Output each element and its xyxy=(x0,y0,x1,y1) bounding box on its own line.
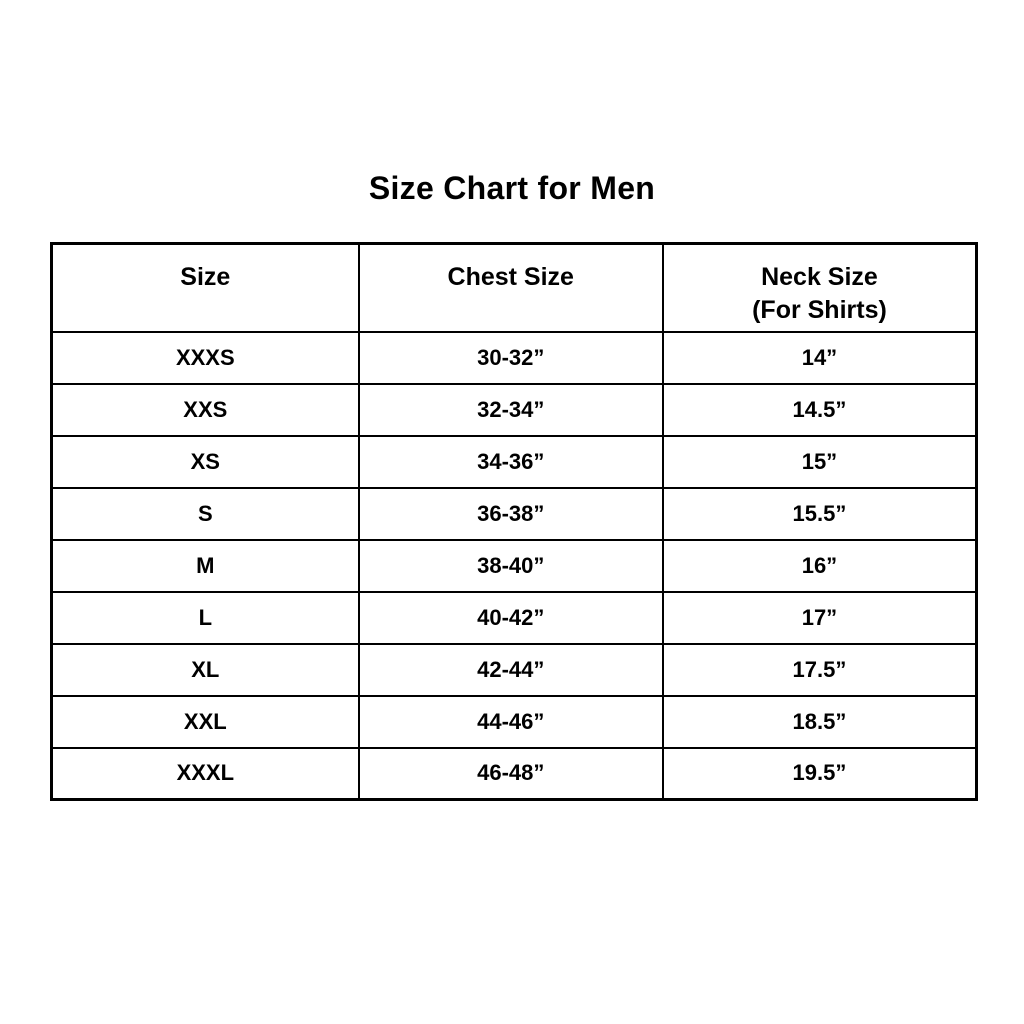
cell-neck-size: 14.5” xyxy=(661,382,978,437)
table-row: XL 42-44” 17.5” xyxy=(50,642,978,697)
table-row: S 36-38” 15.5” xyxy=(50,486,978,541)
cell-size: XXL xyxy=(50,694,360,749)
cell-chest-size: 40-42” xyxy=(357,590,664,645)
table-row: M 38-40” 16” xyxy=(50,538,978,593)
column-header-chest-size: Chest Size xyxy=(357,242,664,333)
table-row: XXXS 30-32” 14” xyxy=(50,330,978,385)
column-header-neck-size-sublabel: (For Shirts) xyxy=(752,295,887,324)
size-chart-table: Size Chest Size Neck Size (For Shirts) X… xyxy=(50,242,978,801)
cell-size: XS xyxy=(50,434,360,489)
cell-neck-size: 15.5” xyxy=(661,486,978,541)
size-chart-container: Size Chest Size Neck Size (For Shirts) X… xyxy=(50,242,978,801)
cell-size: XXS xyxy=(50,382,360,437)
cell-neck-size: 17” xyxy=(661,590,978,645)
cell-chest-size: 30-32” xyxy=(357,330,664,385)
cell-size: S xyxy=(50,486,360,541)
column-header-neck-size-label: Neck Size xyxy=(761,263,878,291)
cell-chest-size: 32-34” xyxy=(357,382,664,437)
table-row: XXL 44-46” 18.5” xyxy=(50,694,978,749)
table-row: XS 34-36” 15” xyxy=(50,434,978,489)
table-row: XXS 32-34” 14.5” xyxy=(50,382,978,437)
cell-chest-size: 34-36” xyxy=(357,434,664,489)
size-chart-header: Size Chest Size Neck Size (For Shirts) xyxy=(50,242,978,333)
cell-size: XXXL xyxy=(50,746,360,801)
cell-neck-size: 16” xyxy=(661,538,978,593)
column-header-chest-size-label: Chest Size xyxy=(447,263,574,291)
cell-chest-size: 38-40” xyxy=(357,538,664,593)
table-row: L 40-42” 17” xyxy=(50,590,978,645)
cell-neck-size: 17.5” xyxy=(661,642,978,697)
size-chart-body: XXXS 30-32” 14” XXS 32-34” 14.5” XS 34-36” 15” S 3… xyxy=(50,330,978,801)
cell-chest-size: 36-38” xyxy=(357,486,664,541)
cell-size: M xyxy=(50,538,360,593)
column-header-size: Size xyxy=(50,242,360,333)
cell-size: XXXS xyxy=(50,330,360,385)
header-row: Size Chest Size Neck Size (For Shirts) xyxy=(50,242,978,333)
cell-neck-size: 18.5” xyxy=(661,694,978,749)
column-header-neck-size: Neck Size (For Shirts) xyxy=(661,242,978,333)
table-row: XXXL 46-48” 19.5” xyxy=(50,746,978,801)
cell-neck-size: 15” xyxy=(661,434,978,489)
cell-neck-size: 14” xyxy=(661,330,978,385)
page-title: Size Chart for Men xyxy=(368,170,656,206)
cell-size: L xyxy=(50,590,360,645)
cell-chest-size: 44-46” xyxy=(357,694,664,749)
column-header-size-label: Size xyxy=(180,263,231,291)
cell-chest-size: 46-48” xyxy=(357,746,664,801)
cell-size: XL xyxy=(50,642,360,697)
cell-chest-size: 42-44” xyxy=(357,642,664,697)
cell-neck-size: 19.5” xyxy=(661,746,978,801)
